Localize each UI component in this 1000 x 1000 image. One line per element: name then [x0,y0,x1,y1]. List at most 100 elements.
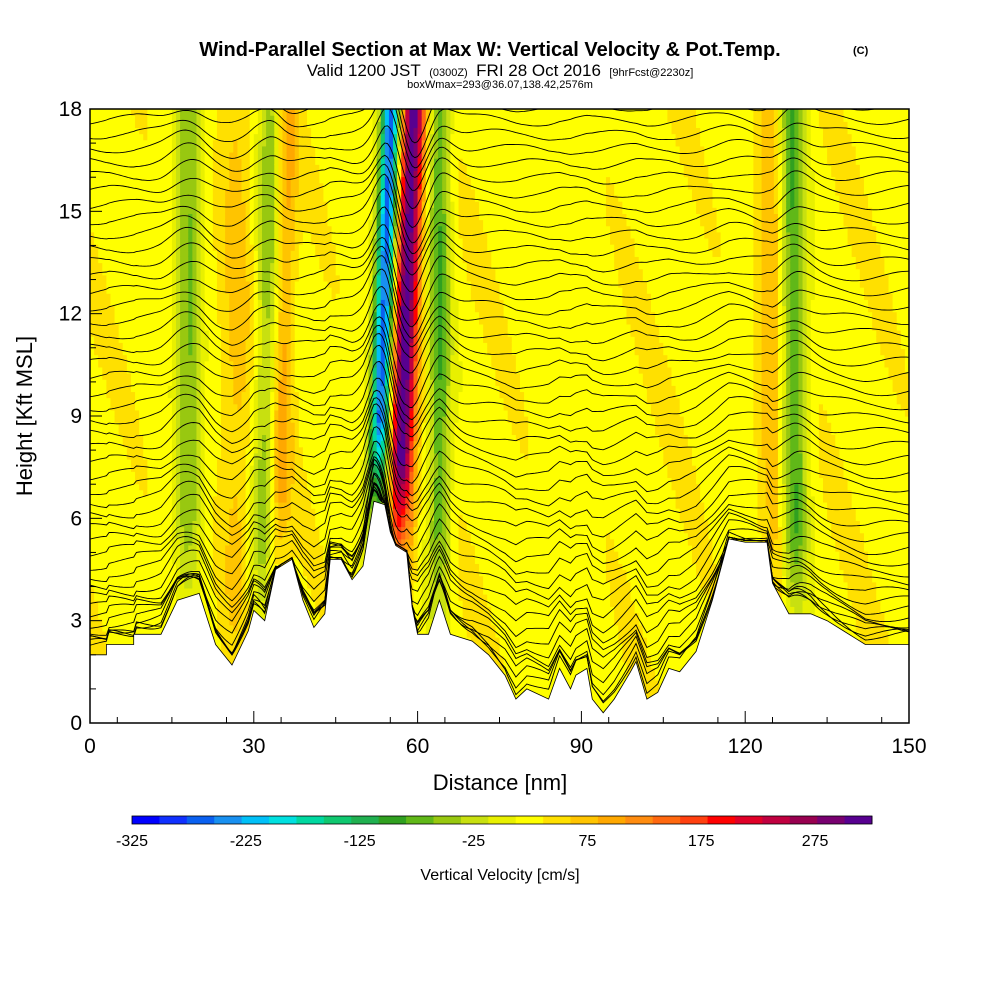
velocity-cell [106,299,112,307]
velocity-cell [229,495,234,503]
velocity-cell [221,440,226,448]
velocity-cell [245,115,251,122]
velocity-cell [114,201,120,208]
velocity-cell [266,342,271,350]
velocity-cell [118,446,124,454]
velocity-cell [278,219,284,227]
velocity-cell [192,311,198,319]
velocity-cell [196,520,202,528]
velocity-cell [143,256,148,264]
velocity-cell [245,557,251,564]
velocity-cell [126,403,132,411]
velocity-cell [180,330,185,337]
velocity-cell [90,544,95,552]
velocity-cell [167,514,173,521]
velocity-cell [216,458,222,466]
velocity-cell [261,563,267,571]
velocity-cell [147,618,153,626]
velocity-cell [282,158,288,165]
velocity-cell [286,520,292,528]
velocity-cell [118,121,124,129]
velocity-cell [229,501,234,509]
velocity-cell [245,624,251,632]
velocity-cell [143,293,148,300]
velocity-cell [118,465,124,472]
velocity-cell [118,280,124,288]
velocity-cell [167,373,173,380]
velocity-cell [282,508,288,515]
velocity-cell [216,201,222,208]
velocity-cell [147,471,153,478]
velocity-cell [102,422,107,429]
velocity-cell [159,483,165,491]
velocity-cell [180,299,185,307]
velocity-cell [180,311,185,319]
velocity-cell [245,268,251,276]
velocity-cell [216,544,222,552]
velocity-cell [102,434,107,442]
velocity-cell [94,348,99,356]
velocity-cell [122,637,128,644]
velocity-cell [266,151,271,159]
velocity-cell [221,495,226,503]
velocity-cell [286,483,292,491]
velocity-cell [216,342,222,350]
velocity-cell [225,581,230,589]
velocity-cell [225,403,230,411]
velocity-cell [229,538,234,546]
velocity-cell [229,250,234,257]
velocity-cell [278,551,284,558]
velocity-cell [286,164,292,171]
velocity-cell [261,373,267,380]
velocity-cell [225,366,230,374]
velocity-cell [139,151,144,159]
velocity-cell [216,237,222,245]
velocity-cell [200,385,206,393]
velocity-cell [241,428,247,436]
velocity-cell [114,280,120,288]
velocity-cell [94,440,99,448]
velocity-cell [130,563,136,571]
velocity-cell [253,514,259,521]
velocity-cell [139,508,144,515]
velocity-cell [98,323,103,331]
velocity-cell [216,409,222,417]
velocity-cell [196,360,202,368]
velocity-cell [126,495,132,503]
velocity-cell [282,428,288,436]
velocity-cell [155,495,161,503]
velocity-cell [229,194,234,202]
velocity-cell [90,471,95,478]
velocity-cell [204,287,210,294]
velocity-cell [126,520,132,528]
velocity-cell [114,262,120,270]
velocity-cell [257,477,263,485]
velocity-cell [208,280,214,288]
velocity-cell [163,409,169,417]
velocity-cell [274,182,279,190]
velocity-cell [151,557,157,564]
velocity-cell [257,489,263,497]
velocity-cell [188,458,193,466]
velocity-cell [233,606,239,614]
velocity-cell [261,262,267,270]
velocity-cell [98,624,103,632]
velocity-cell [135,256,140,264]
velocity-cell [130,121,136,129]
velocity-cell [180,225,185,233]
velocity-cell [175,151,181,159]
velocity-cell [208,434,214,442]
velocity-cell [151,501,157,509]
velocity-cell [110,600,116,607]
velocity-cell [241,330,247,337]
velocity-cell [130,391,136,399]
velocity-cell [94,188,99,196]
velocity-cell [261,366,267,374]
velocity-cell [241,397,247,405]
velocity-cell [147,250,153,257]
velocity-cell [286,557,292,564]
velocity-cell [216,158,222,165]
velocity-cell [180,409,185,417]
velocity-cell [221,520,226,528]
velocity-cell [257,311,263,319]
